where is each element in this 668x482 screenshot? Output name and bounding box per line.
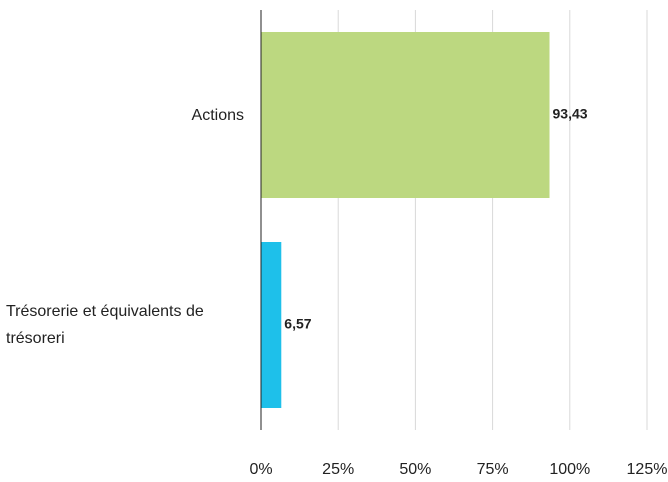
bar <box>261 242 282 408</box>
data-label: 6,57 <box>284 316 311 332</box>
x-tick-label: 75% <box>477 461 509 478</box>
category-label: Actions <box>6 32 244 198</box>
x-tick-label: 50% <box>399 461 431 478</box>
x-tick-label: 100% <box>549 461 590 478</box>
category-text: Actions <box>191 106 244 124</box>
x-tick-label: 125% <box>627 461 668 478</box>
x-tick-label: 0% <box>249 461 272 478</box>
data-label: 93,43 <box>553 106 588 122</box>
bar <box>261 32 550 198</box>
x-tick-label: 25% <box>322 461 354 478</box>
category-text: Trésorerie et équivalents de trésoreri <box>6 303 204 347</box>
category-label: Trésorerie et équivalents de trésoreri <box>6 242 244 408</box>
